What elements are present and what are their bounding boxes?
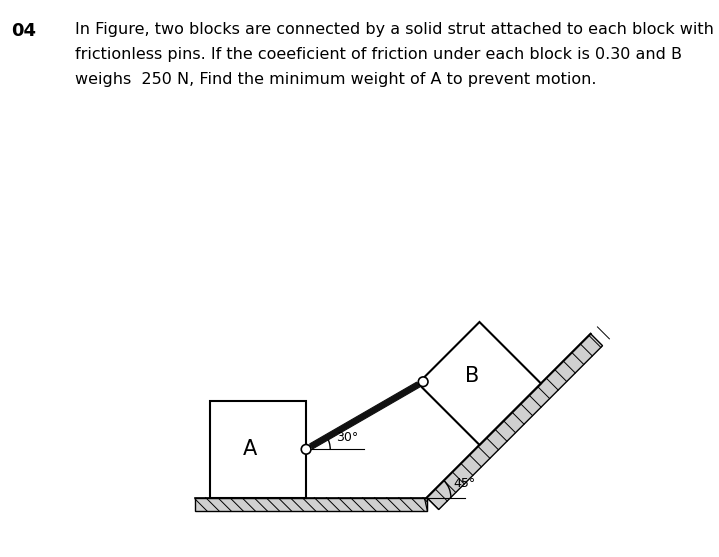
Text: frictionless pins. If the coeeficient of friction under each block is 0.30 and B: frictionless pins. If the coeeficient of… <box>75 47 682 62</box>
Text: 30°: 30° <box>336 432 358 444</box>
Polygon shape <box>310 382 420 449</box>
Polygon shape <box>195 497 427 511</box>
Text: In Figure, two blocks are connected by a solid strut attached to each block with: In Figure, two blocks are connected by a… <box>75 22 715 37</box>
Text: B: B <box>465 366 480 386</box>
Circle shape <box>301 444 311 454</box>
Polygon shape <box>424 497 427 511</box>
Text: 04: 04 <box>11 22 36 40</box>
Polygon shape <box>418 322 541 445</box>
Circle shape <box>418 377 428 387</box>
Text: 45°: 45° <box>453 477 475 490</box>
Polygon shape <box>427 334 603 510</box>
Polygon shape <box>209 401 306 497</box>
Text: weighs  250 N, Find the minimum weight of A to prevent motion.: weighs 250 N, Find the minimum weight of… <box>75 72 597 87</box>
Text: A: A <box>243 439 257 460</box>
